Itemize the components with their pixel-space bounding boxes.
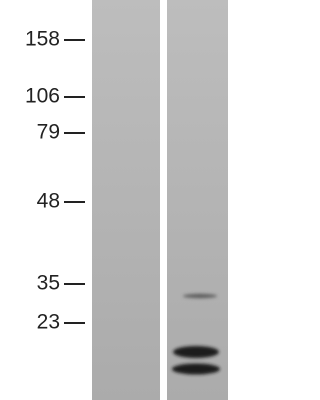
lane-1: [92, 0, 160, 400]
band: [173, 346, 219, 358]
marker-label: 158: [25, 28, 60, 51]
blot-image: 158 106 79 48 35 23: [24, 0, 228, 400]
marker-label: 48: [37, 190, 60, 213]
band: [172, 363, 220, 375]
marker-label: 106: [25, 85, 60, 108]
page: 158 106 79 48 35 23 (() => { const data …: [24, 0, 228, 400]
marker-ladder: 158 106 79 48 35 23: [25, 28, 85, 334]
bands: [172, 293, 220, 375]
marker-label: 35: [37, 272, 60, 295]
band: [183, 293, 217, 299]
marker-label: 23: [37, 311, 60, 334]
lane-2: [167, 0, 228, 400]
marker-label: 79: [37, 121, 60, 144]
